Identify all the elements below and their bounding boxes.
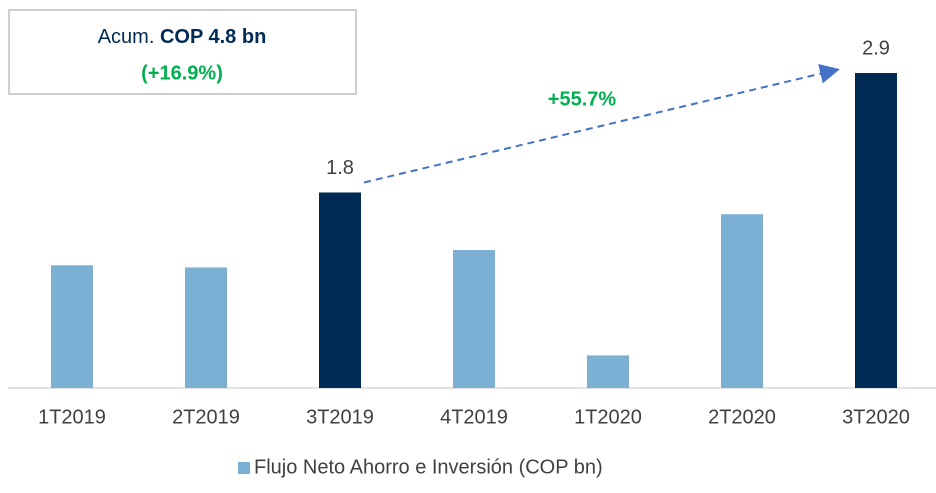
annotation-box-line: Acum. COP 4.8 bn: [98, 26, 267, 48]
x-tick-label: 1T2020: [574, 406, 642, 428]
bar: [453, 250, 495, 388]
bar: [855, 73, 897, 388]
x-tick-label: 3T2020: [842, 406, 910, 428]
x-tick-label: 4T2019: [440, 406, 508, 428]
box-growth: (+16.9%): [141, 62, 223, 84]
x-tick-label: 3T2019: [306, 406, 374, 428]
bar: [721, 214, 763, 388]
x-tick-label: 2T2020: [708, 406, 776, 428]
legend-label: Flujo Neto Ahorro e Inversión (COP bn): [254, 456, 603, 478]
bar: [319, 192, 361, 388]
box-value: COP 4.8 bn: [160, 26, 266, 48]
growth-arrow: [363, 63, 840, 184]
value-label: 2.9: [862, 37, 890, 59]
bar: [185, 267, 227, 388]
bar: [587, 355, 629, 388]
value-label: 1.8: [326, 157, 354, 179]
arrow-label: +55.7%: [548, 88, 617, 110]
x-tick-label: 1T2019: [38, 406, 106, 428]
x-tick-label: 2T2019: [172, 406, 240, 428]
bar: [51, 265, 93, 388]
legend-swatch: [238, 462, 250, 474]
box-prefix: Acum.: [98, 26, 155, 48]
annotation-box: [8, 9, 357, 95]
